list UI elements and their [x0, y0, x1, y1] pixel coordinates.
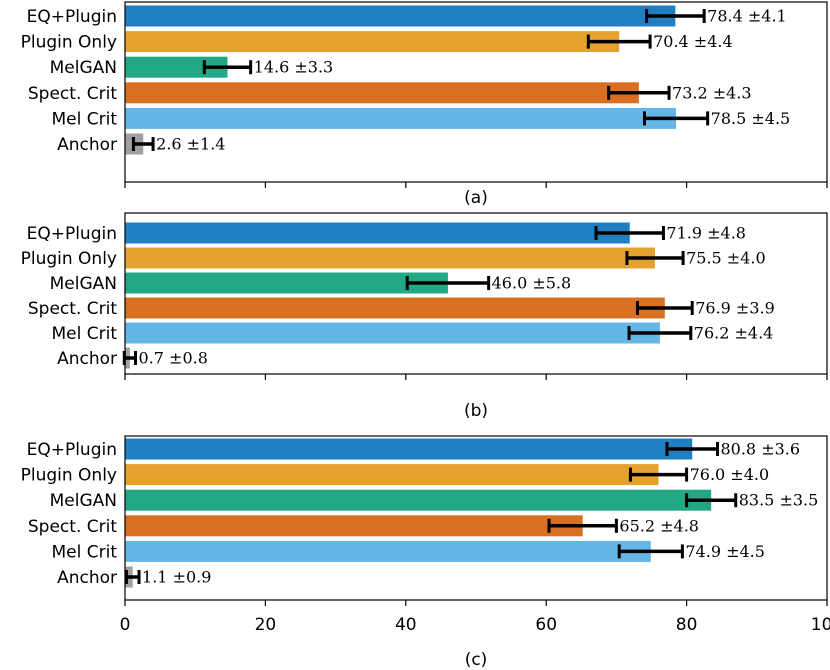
category-label: Spect. Crit — [28, 299, 117, 319]
data-label: 74.9 ±4.5 — [685, 542, 765, 561]
x-tick-label: 80 — [676, 615, 698, 635]
category-label: Anchor — [57, 349, 117, 369]
data-label: 0.7 ±0.8 — [139, 349, 208, 368]
data-label: 76.2 ±4.4 — [694, 324, 774, 343]
data-label: 83.5 ±3.5 — [739, 491, 819, 510]
plot-frame — [124, 212, 828, 375]
category-label: Anchor — [57, 135, 117, 155]
data-label: 78.4 ±4.1 — [707, 7, 787, 26]
data-label: 1.1 ±0.9 — [142, 568, 211, 587]
category-label: MelGAN — [50, 491, 117, 511]
data-label: 65.2 ±4.8 — [619, 516, 699, 535]
data-label: 46.0 ±5.8 — [492, 274, 572, 293]
category-label: Plugin Only — [21, 466, 117, 486]
bar — [125, 272, 448, 294]
data-label: 71.9 ±4.8 — [666, 224, 746, 243]
category-label: Mel Crit — [51, 109, 117, 129]
category-label: Mel Crit — [51, 542, 117, 562]
plot-frame — [124, 1, 828, 183]
chart-panel-3: 80.8 ±3.6 EQ+Plugin 76.0 ±4.0 Plugin Only 83… — [21, 435, 830, 670]
bar — [125, 489, 712, 511]
bar — [125, 515, 583, 537]
x-tick-label: 60 — [535, 615, 557, 635]
category-label: Spect. Crit — [28, 84, 117, 104]
bar — [125, 107, 677, 129]
bar — [125, 82, 639, 104]
category-label: MelGAN — [50, 58, 117, 78]
x-tick-label: 40 — [395, 615, 417, 635]
data-label: 80.8 ±3.6 — [720, 440, 800, 459]
category-label: EQ+Plugin — [27, 440, 117, 460]
category-label: MelGAN — [50, 274, 117, 294]
bar — [125, 438, 693, 460]
bar — [125, 464, 659, 486]
panel-label: (a) — [464, 188, 488, 208]
bar — [125, 322, 660, 344]
data-label: 75.5 ±4.0 — [686, 249, 766, 268]
x-tick-label: 20 — [255, 615, 277, 635]
chart-panel-1: 78.4 ±4.1 EQ+Plugin 70.4 ±4.4 Plugin Only 14… — [21, 1, 828, 208]
panel-label: (c) — [465, 650, 488, 670]
bar — [125, 56, 228, 78]
plot-frame — [124, 435, 828, 601]
category-label: Plugin Only — [21, 33, 117, 53]
category-label: Anchor — [57, 568, 117, 588]
x-tick-label: 100 — [811, 615, 830, 635]
category-label: Plugin Only — [21, 249, 117, 269]
bar — [125, 540, 651, 562]
category-label: EQ+Plugin — [27, 224, 117, 244]
data-label: 14.6 ±3.3 — [254, 58, 334, 77]
category-label: EQ+Plugin — [27, 7, 117, 27]
bar — [125, 247, 656, 269]
data-label: 70.4 ±4.4 — [653, 32, 733, 51]
panel-label: (b) — [464, 401, 488, 421]
data-label: 73.2 ±4.3 — [672, 83, 752, 102]
category-label: Spect. Crit — [28, 517, 117, 537]
bar — [125, 222, 630, 244]
data-label: 78.5 ±4.5 — [711, 109, 791, 128]
category-label: Mel Crit — [51, 324, 117, 344]
data-label: 76.9 ±3.9 — [695, 299, 775, 318]
bar — [125, 297, 665, 319]
bar — [125, 31, 620, 53]
x-tick-label: 0 — [120, 615, 131, 635]
chart-panel-2: 71.9 ±4.8 EQ+Plugin 75.5 ±4.0 Plugin Only 46… — [21, 212, 828, 421]
bar — [125, 5, 676, 27]
data-label: 2.6 ±1.4 — [156, 135, 225, 154]
data-label: 76.0 ±4.0 — [690, 465, 770, 484]
